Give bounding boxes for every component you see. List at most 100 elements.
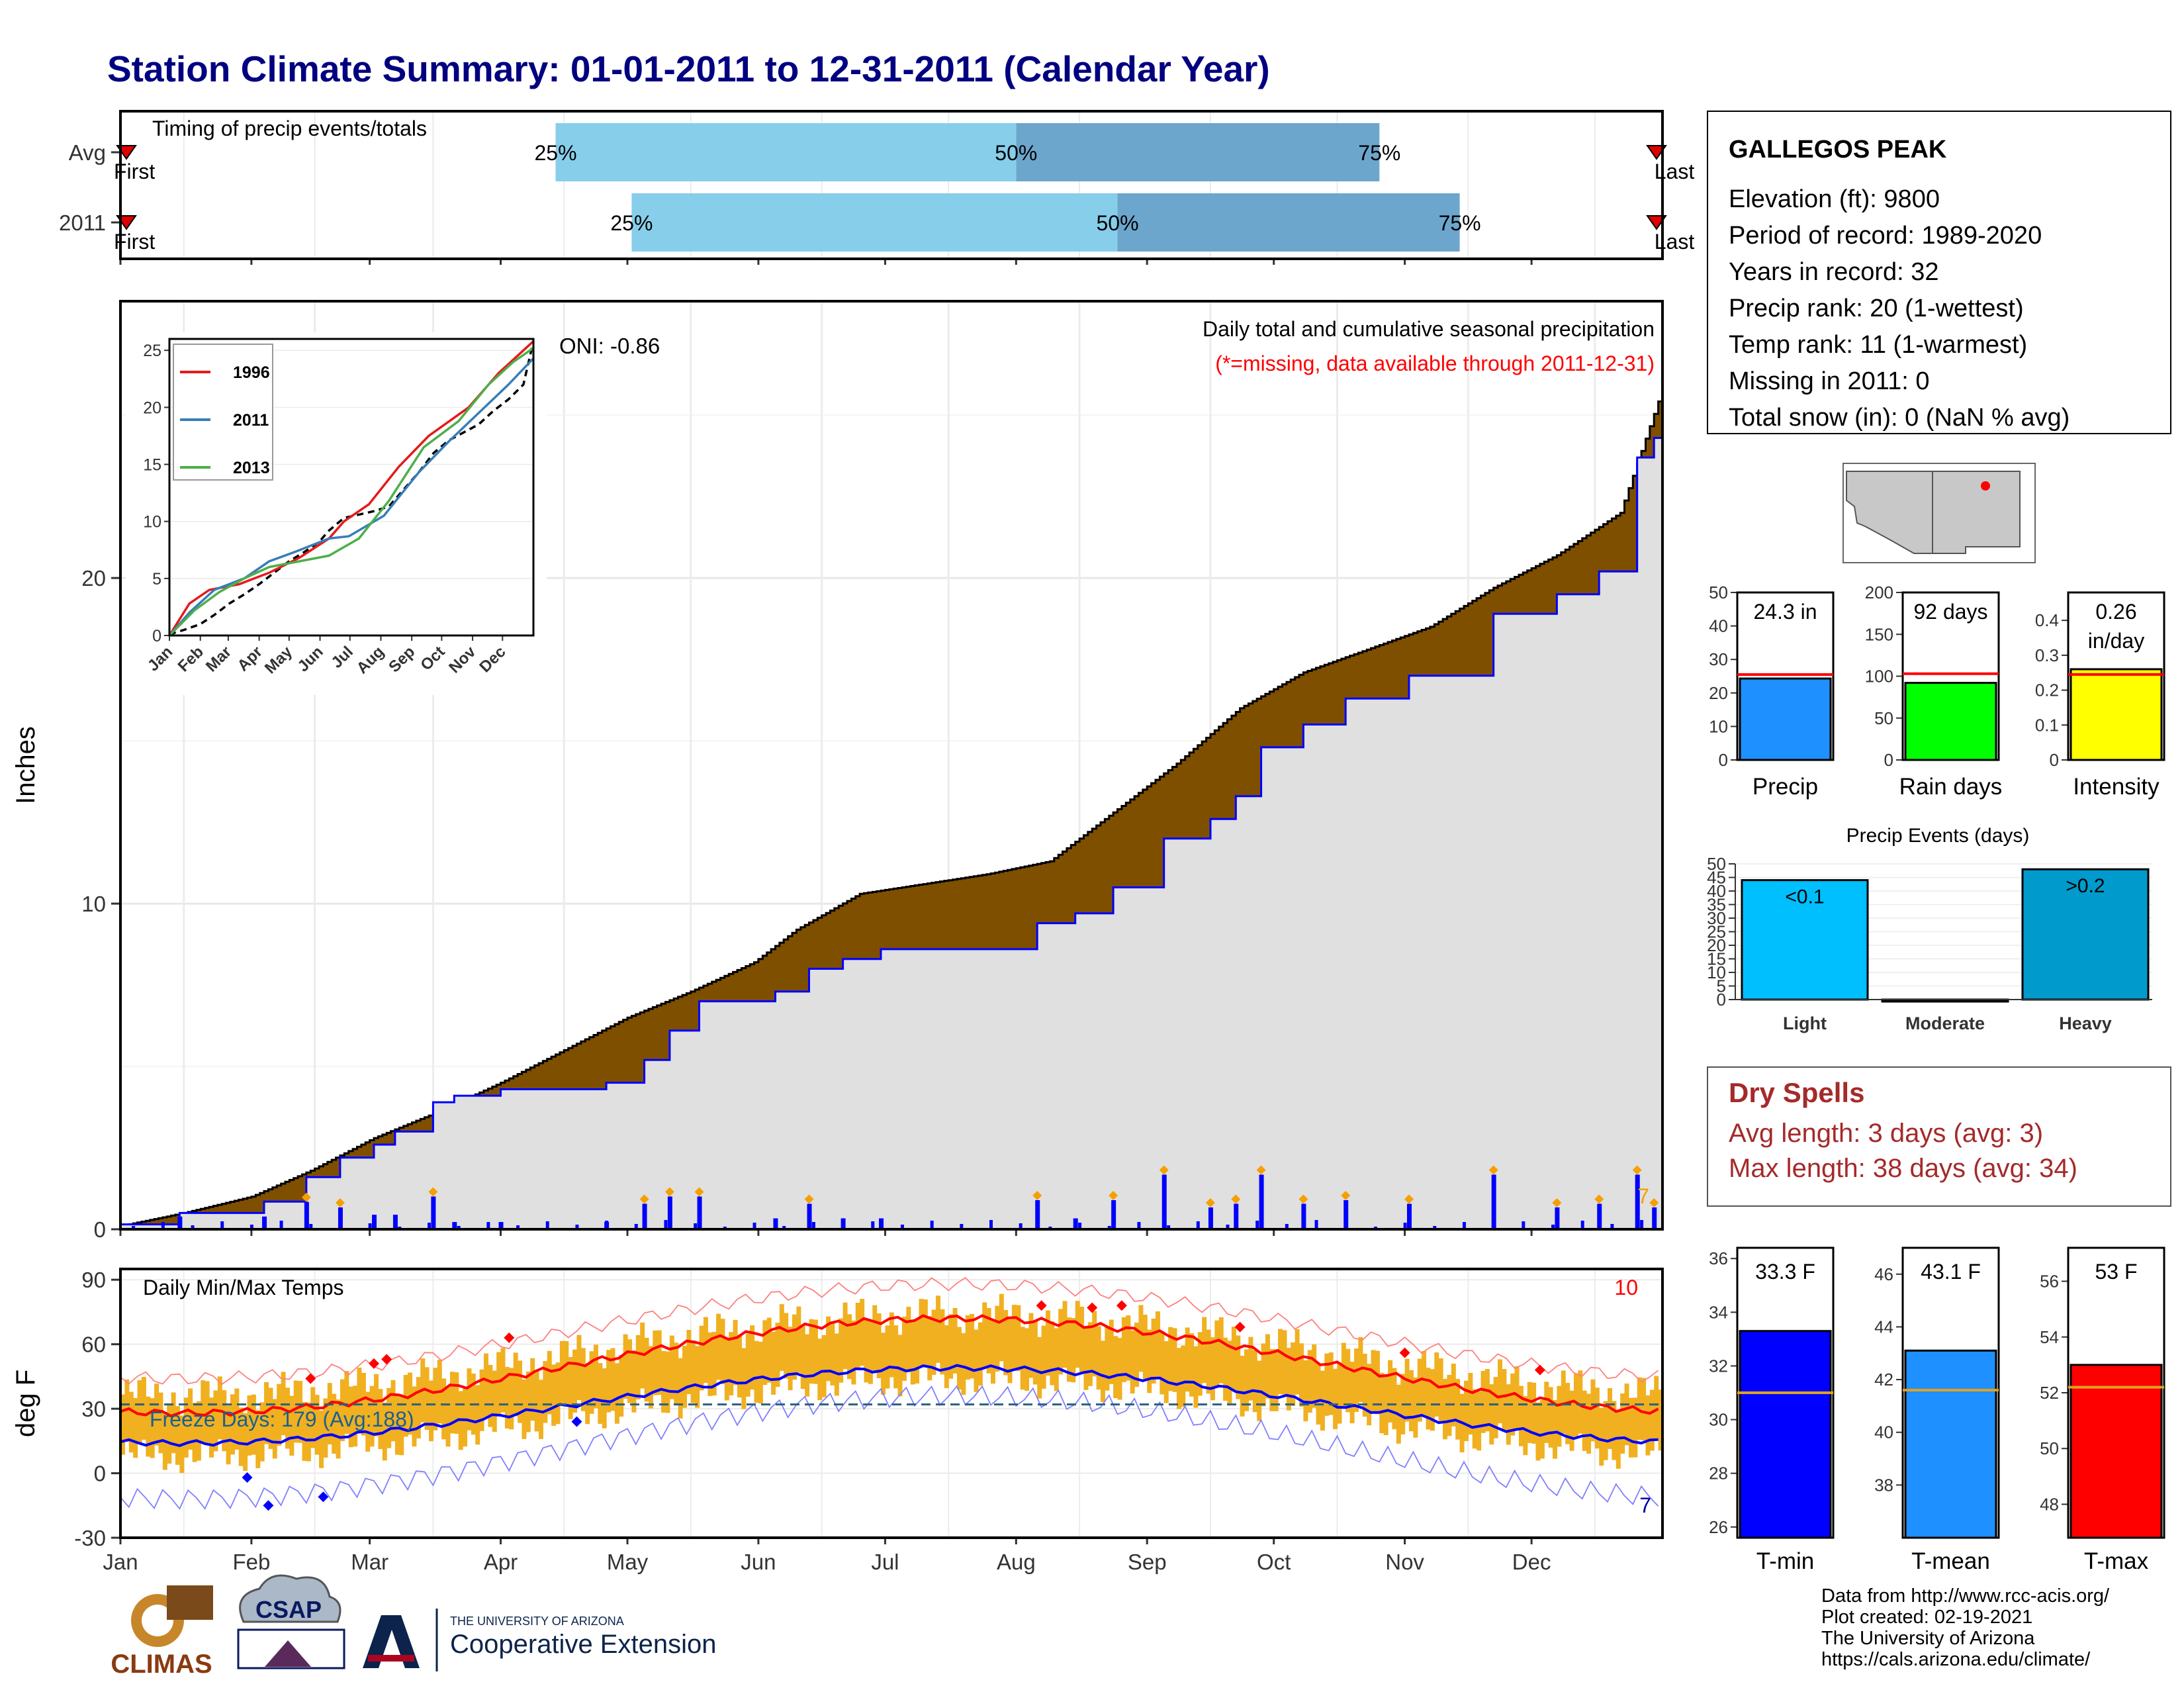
daily-precip-bar <box>1652 1207 1657 1229</box>
events-y-tick-label: 25 <box>1707 922 1726 942</box>
daily-temp-bar <box>1388 1360 1393 1423</box>
daily-temp-bar <box>1502 1369 1507 1432</box>
daily-temp-bar <box>855 1302 860 1370</box>
daily-temp-bar <box>970 1313 975 1379</box>
daily-temp-bar <box>390 1380 396 1442</box>
daily-temp-bar <box>572 1349 578 1413</box>
daily-temp-bar <box>1282 1330 1287 1395</box>
daily-temp-bar <box>1548 1387 1553 1448</box>
inset-legend-box <box>173 344 273 481</box>
daily-temp-bar <box>1210 1337 1215 1401</box>
daily-temp-bar <box>627 1339 633 1403</box>
daily-temp-bar <box>1345 1348 1351 1413</box>
summary-bar-value <box>1904 682 1997 761</box>
summary-bar-name: Rain days <box>1899 774 2003 800</box>
daily-temp-bar <box>707 1332 713 1396</box>
inset-frame <box>168 338 535 637</box>
daily-temp-bar <box>826 1316 831 1382</box>
daily-temp-bar <box>441 1378 447 1440</box>
daily-temp-bar <box>319 1410 324 1468</box>
daily-temp-bar <box>1628 1397 1633 1458</box>
daily-temp-bar <box>589 1351 594 1414</box>
temp-y-tick-label: 60 <box>81 1333 106 1357</box>
temp-y-label: deg F <box>11 1370 40 1437</box>
daily-precip-bar <box>1137 1222 1141 1229</box>
daily-precip-bar <box>811 1222 815 1229</box>
daily-temp-bar <box>1557 1385 1562 1447</box>
daily-temp-bar <box>1573 1374 1578 1437</box>
daily-temp-bar <box>1269 1348 1275 1411</box>
daily-temp-bar <box>1658 1389 1662 1451</box>
daily-temp-bar <box>1227 1340 1232 1404</box>
daily-temp-bar <box>648 1346 653 1409</box>
daily-temp-bar <box>1117 1337 1122 1400</box>
daily-temp-bar <box>593 1344 598 1409</box>
timing-percentile-label: 75% <box>1439 211 1481 235</box>
station-info: GALLEGOS PEAK Elevation (ft): 9800 Period… <box>1707 111 2171 434</box>
daily-temp-bar <box>1172 1328 1177 1392</box>
daily-temp-bar <box>961 1333 966 1395</box>
daily-temp-bar <box>332 1393 337 1454</box>
events-category-label: Light <box>1783 1013 1827 1033</box>
daily-temp-bar <box>576 1335 582 1401</box>
daily-temp-bar <box>475 1385 480 1445</box>
csap-mountain <box>265 1640 311 1667</box>
daily-temp-bar <box>1641 1378 1647 1441</box>
daily-temp-bar <box>944 1325 949 1389</box>
extreme-precip-marker <box>1231 1194 1241 1204</box>
daily-temp-bar <box>310 1387 316 1448</box>
precip-frame <box>119 300 1664 1231</box>
daily-temp-bar <box>1096 1326 1101 1390</box>
daily-temp-bar <box>1599 1407 1604 1466</box>
daily-precip-bar <box>989 1220 993 1229</box>
daily-temp-bar <box>1066 1317 1071 1382</box>
temp-summary-name: T-mean <box>1911 1548 1990 1574</box>
last-event-label: Last <box>1655 160 1695 183</box>
daily-temp-bar <box>234 1388 240 1450</box>
timing-row-label: 2011 <box>59 211 106 235</box>
daily-precip-bar <box>1344 1223 1348 1229</box>
daily-temp-bar <box>1163 1341 1169 1403</box>
extreme-precip-marker <box>694 1187 704 1197</box>
daily-precip-bar <box>1019 1223 1023 1229</box>
daily-precip-bar <box>250 1225 253 1229</box>
record-high-marker <box>369 1358 380 1369</box>
daily-precip-bar <box>428 1223 431 1229</box>
temp-summary-y-tick-label: 40 <box>1874 1423 1893 1442</box>
daily-temp-bar <box>424 1367 430 1430</box>
month-label: Mar <box>351 1550 388 1574</box>
daily-precip-bar <box>634 1224 638 1229</box>
daily-temp-bar <box>1477 1391 1482 1451</box>
events-y-tick-label: 10 <box>1707 962 1726 982</box>
record-max-line <box>120 1277 1659 1385</box>
daily-temp-bar <box>784 1313 789 1379</box>
daily-precip-bar <box>191 1225 195 1229</box>
daily-temp-bar <box>268 1387 273 1449</box>
timing-bar-25-50 <box>631 193 1118 252</box>
daily-temp-bar <box>919 1299 924 1366</box>
daily-precip-bar <box>1078 1223 1082 1229</box>
daily-temp-bar <box>1193 1346 1199 1408</box>
daily-temp-bar <box>1333 1368 1338 1429</box>
daily-precip-bar <box>1555 1207 1560 1229</box>
dry-spells-box <box>1707 1066 2171 1207</box>
daily-temp-bar <box>1286 1348 1291 1411</box>
daily-temp-bar <box>251 1394 256 1455</box>
daily-precip-bar <box>1301 1203 1306 1229</box>
precip-extreme-count: 7 <box>1637 1184 1649 1208</box>
daily-temp-bar <box>729 1332 734 1396</box>
inset-y-tick-label: 5 <box>152 570 161 588</box>
daily-temp-bar <box>530 1358 535 1421</box>
record-high-marker <box>504 1332 515 1343</box>
temp-summary-name: T-min <box>1756 1548 1815 1574</box>
daily-temp-bar <box>1206 1329 1211 1394</box>
daily-temp-bar <box>813 1319 818 1384</box>
daily-temp-bar <box>568 1357 573 1419</box>
daily-temp-bar <box>927 1316 933 1381</box>
daily-temp-bar <box>1265 1334 1270 1399</box>
daily-temp-bar <box>1544 1382 1549 1443</box>
daily-temp-bar <box>1561 1370 1566 1434</box>
ua-logo: THE UNIVERSITY OF ARIZONA Cooperative Ex… <box>363 1609 716 1671</box>
daily-temp-bar <box>851 1321 856 1385</box>
daily-precip-bar <box>457 1226 461 1229</box>
